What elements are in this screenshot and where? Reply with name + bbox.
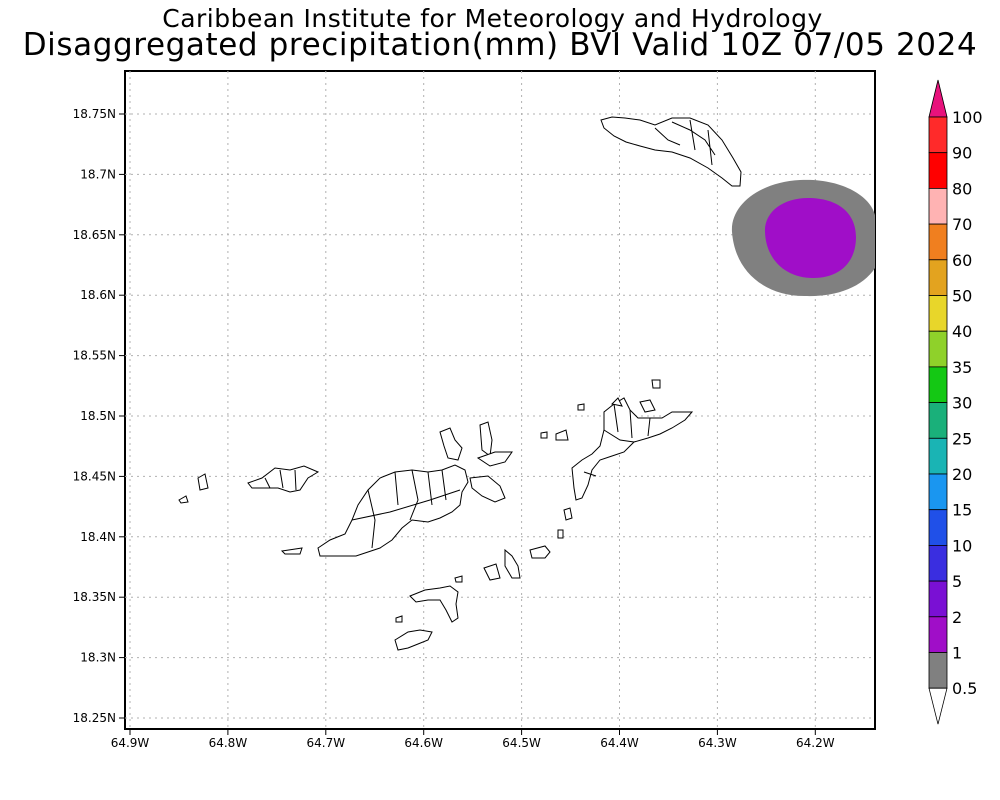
lat-label: 18.6N [80, 288, 116, 302]
axis-ticks [119, 113, 816, 735]
lon-label: 64.4W [600, 736, 639, 750]
map-frame [124, 70, 876, 730]
island-norman [394, 629, 433, 651]
colorbar-labels: 100 90 80 70 60 50 40 35 30 25 20 15 10 5 2 1 0.5 [952, 108, 983, 698]
lon-label: 64.2W [796, 736, 835, 750]
island-fallen-jerusalem [563, 507, 573, 521]
colorbar-swatch [928, 223, 948, 261]
island-mosquito [610, 397, 623, 407]
colorbar-swatch [928, 402, 948, 439]
colorbar-swatch [928, 116, 948, 154]
island-small-vg-2 [555, 429, 569, 441]
lon-label: 64.3W [698, 736, 737, 750]
colorbar-swatch [928, 652, 948, 689]
vg-subdivisions [583, 403, 651, 477]
lat-label: 18.35N [73, 590, 116, 604]
colorbar-swatch [928, 437, 948, 475]
lat-label: 18.4N [80, 530, 116, 544]
island-camanoe [479, 421, 493, 457]
lat-label: 18.65N [73, 228, 116, 242]
island-jost-van-dyke [247, 465, 320, 493]
islands [178, 116, 742, 651]
island-west-islet [178, 495, 189, 504]
lat-label: 18.25N [73, 711, 116, 725]
anegada-subdivisions [654, 119, 716, 166]
lon-label: 64.5W [502, 736, 541, 750]
island-necker [651, 379, 661, 389]
jvd-subdivisions [264, 469, 297, 491]
lon-label: 64.7W [307, 736, 346, 750]
island-guana [439, 427, 463, 461]
colorbar-swatch [928, 473, 948, 511]
institute-title: Caribbean Institute for Meteorology and … [162, 4, 823, 33]
lat-label: 18.5N [80, 409, 116, 423]
precipitation-area [731, 179, 875, 297]
island-scrub [476, 451, 513, 467]
colorbar-swatch [928, 152, 948, 189]
colorbar-label: 0.5 [952, 679, 977, 698]
longitude-labels: 64.9W 64.8W 64.7W 64.6W 64.5W 64.4W 64.3W 64.2W [111, 736, 835, 750]
colorbar-swatch [928, 259, 948, 296]
colorbar-label: 5 [952, 572, 962, 591]
colorbar-label: 2 [952, 608, 962, 627]
island-pelican [395, 615, 403, 623]
island-little-thatch [197, 473, 209, 491]
island-prickly-pear [639, 399, 656, 413]
lon-label: 64.9W [111, 736, 150, 750]
island-dead-chest [454, 575, 463, 583]
island-small-vg-1 [577, 403, 585, 411]
lon-label: 64.8W [209, 736, 248, 750]
lat-label: 18.3N [80, 651, 116, 665]
colorbar-swatch [928, 187, 948, 225]
island-anegada [600, 116, 742, 187]
tortola-subdivisions [351, 469, 461, 549]
island-ginger [529, 545, 551, 559]
lat-label: 18.45N [73, 469, 116, 483]
precip-1-2mm-region [764, 198, 856, 278]
island-salt [483, 563, 501, 581]
colorbar-label: 80 [952, 179, 972, 198]
island-small-vg-3 [540, 431, 548, 439]
colorbar [928, 79, 948, 725]
lat-label: 18.55N [73, 349, 116, 363]
colorbar-swatch [928, 366, 948, 403]
colorbar-label: 10 [952, 536, 972, 555]
colorbar-label: 1 [952, 644, 962, 663]
product-title: Disaggregated precipitation(mm) BVI Vali… [22, 27, 978, 63]
colorbar-swatch [928, 580, 948, 618]
island-cooper [504, 548, 521, 579]
lat-label: 18.7N [80, 167, 116, 181]
island-peter [409, 585, 459, 623]
colorbar-label: 50 [952, 287, 972, 306]
colorbar-bottom-arrow [928, 687, 948, 725]
colorbar-label: 70 [952, 215, 972, 234]
colorbar-swatch [928, 545, 948, 582]
colorbar-swatch [928, 295, 948, 332]
lon-label: 64.6W [404, 736, 443, 750]
colorbar-label: 30 [952, 394, 972, 413]
colorbar-label: 100 [952, 108, 983, 127]
island-small-vg-4 [557, 529, 564, 539]
colorbar-label: 90 [952, 144, 972, 163]
lat-label: 18.75N [73, 107, 116, 121]
island-virgin-gorda [571, 397, 694, 501]
colorbar-swatch [928, 330, 948, 368]
colorbar-label: 40 [952, 322, 972, 341]
colorbar-label: 25 [952, 429, 972, 448]
colorbar-label: 15 [952, 501, 972, 520]
colorbar-swatch [928, 509, 948, 546]
colorbar-label: 60 [952, 251, 972, 270]
colorbar-label: 35 [952, 358, 972, 377]
colorbar-top-arrow [928, 79, 948, 118]
colorbar-label: 20 [952, 465, 972, 484]
island-tortola [317, 464, 469, 557]
island-beef [469, 475, 506, 503]
latitude-labels: 18.75N 18.7N 18.65N 18.6N 18.55N 18.5N 18.45N 1… [73, 107, 116, 725]
colorbar-swatch [928, 616, 948, 653]
island-frenchmans [280, 547, 303, 555]
